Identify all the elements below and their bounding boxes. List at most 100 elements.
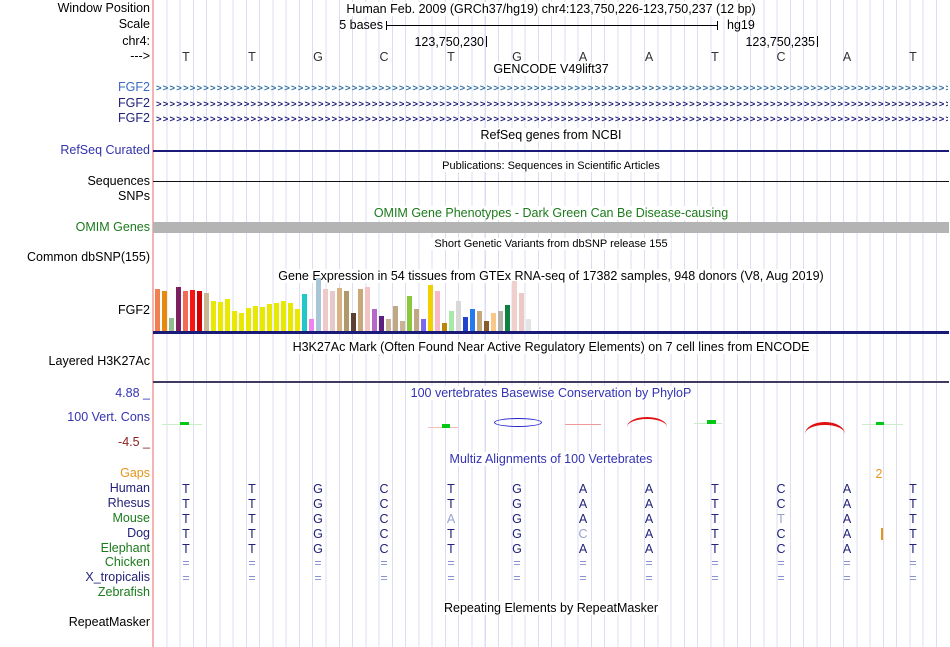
alignment-base-mouse: A	[446, 512, 456, 526]
omim-gene-bar	[153, 222, 949, 233]
gtex-tissue-bar-37	[407, 296, 412, 331]
gencode-transcript-arrows-1[interactable]: >>>>>>>>>>>>>>>>>>>>>>>>>>>>>>>>>>>>>>>>…	[156, 83, 948, 94]
gtex-tissue-bar-33	[379, 316, 384, 331]
label-x-tropicalis[interactable]: X_tropicalis	[85, 570, 150, 584]
alignment-base-chicken: =	[314, 556, 322, 570]
gtex-tissue-bar-28	[344, 291, 349, 331]
base-letter: T	[182, 50, 190, 64]
alignment-base-chicken: =	[513, 556, 521, 570]
label-common-dbsnp[interactable]: Common dbSNP(155)	[27, 250, 150, 264]
alignment-base-mouse: T	[909, 512, 917, 526]
gtex-tissue-bar-30	[358, 289, 363, 331]
alignment-base-chicken: =	[579, 556, 587, 570]
alignment-base-human: A	[578, 482, 588, 496]
gencode-transcript-arrows-2[interactable]: >>>>>>>>>>>>>>>>>>>>>>>>>>>>>>>>>>>>>>>>…	[156, 99, 948, 110]
label-human[interactable]: Human	[109, 481, 150, 495]
gtex-tissue-bar-12	[232, 311, 237, 331]
multiz-title[interactable]: Multiz Alignments of 100 Vertebrates	[153, 452, 949, 467]
phylop-baseline-segment	[565, 424, 601, 425]
alignment-base-dog: C	[379, 527, 389, 541]
omim-title[interactable]: OMIM Gene Phenotypes - Dark Green Can Be…	[153, 206, 949, 221]
gencode-title[interactable]: GENCODE V49lift37	[153, 62, 949, 77]
gtex-tissue-bar-49	[491, 313, 496, 331]
label-fgf2-transcript-2[interactable]: FGF2	[118, 96, 150, 110]
label-elephant[interactable]: Elephant	[100, 541, 150, 555]
alignment-base-mouse: A	[644, 512, 654, 526]
alignment-base-dog: C	[776, 527, 786, 541]
gtex-tissue-bar-40	[428, 285, 433, 331]
scale-ruler-line	[386, 25, 717, 26]
alignment-base-mouse: A	[578, 512, 588, 526]
alignment-base-dog: C	[578, 527, 588, 541]
gtex-title[interactable]: Gene Expression in 54 tissues from GTEx …	[153, 269, 949, 284]
label-refseq-curated[interactable]: RefSeq Curated	[60, 143, 150, 157]
gtex-tissue-bar-44	[456, 301, 461, 331]
label-fgf2-transcript-1[interactable]: FGF2	[118, 80, 150, 94]
alignment-base-rhesus: T	[909, 497, 917, 511]
alignment-gap-size: 2	[875, 467, 883, 481]
alignment-base-x_tropicalis: =	[380, 571, 388, 585]
label-window-position: Window Position	[57, 1, 150, 15]
alignment-base-x_tropicalis: =	[909, 571, 917, 585]
label-layered-h3k27ac[interactable]: Layered H3K27Ac	[48, 354, 150, 368]
gencode-transcript-arrows-3[interactable]: >>>>>>>>>>>>>>>>>>>>>>>>>>>>>>>>>>>>>>>>…	[156, 114, 948, 125]
label-mouse[interactable]: Mouse	[112, 511, 150, 525]
gtex-tissue-bar-36	[400, 321, 405, 331]
alignment-base-elephant: C	[379, 542, 389, 556]
phylop-title[interactable]: 100 vertebrates Basewise Conservation by…	[153, 386, 949, 401]
label-repeatmasker[interactable]: RepeatMasker	[68, 615, 150, 629]
alignment-base-elephant: T	[182, 542, 190, 556]
phylop-negative-arc	[805, 422, 845, 434]
dbsnp-title[interactable]: Short Genetic Variants from dbSNP releas…	[153, 237, 949, 252]
label-gaps[interactable]: Gaps	[120, 466, 150, 480]
alignment-base-human: T	[711, 482, 719, 496]
alignment-base-chicken: =	[909, 556, 917, 570]
label-rhesus[interactable]: Rhesus	[107, 496, 150, 510]
alignment-base-dog: G	[512, 527, 522, 541]
label-snps[interactable]: SNPs	[118, 189, 150, 203]
label-phylop-max: 4.88 _	[115, 386, 150, 400]
alignment-base-chicken: =	[182, 556, 190, 570]
label-chicken[interactable]: Chicken	[104, 555, 150, 569]
refseq-title-text: RefSeq genes from NCBI	[477, 128, 625, 142]
gtex-tissue-bar-39	[421, 319, 426, 331]
repeatmasker-title[interactable]: Repeating Elements by RepeatMasker	[153, 601, 949, 616]
alignment-base-mouse: G	[313, 512, 323, 526]
gtex-tissue-bar-41	[435, 291, 440, 331]
gtex-baseline	[153, 331, 949, 334]
label-zebrafish[interactable]: Zebrafish	[97, 585, 150, 599]
alignment-base-dog: T	[447, 527, 455, 541]
label-dog[interactable]: Dog	[127, 526, 150, 540]
alignment-base-x_tropicalis: =	[579, 571, 587, 585]
alignment-base-chicken: =	[843, 556, 851, 570]
label-omim-genes[interactable]: OMIM Genes	[75, 220, 150, 234]
gtex-tissue-bar-22	[302, 294, 307, 331]
label-phylop-min: -4.5 _	[118, 435, 150, 449]
alignment-base-dog: T	[711, 527, 719, 541]
label-fgf2-transcript-3[interactable]: FGF2	[118, 111, 150, 125]
alignment-base-human: A	[842, 482, 852, 496]
gtex-tissue-bar-38	[414, 309, 419, 331]
gtex-tissue-bar-53	[519, 293, 524, 331]
phylop-negative-lens	[494, 418, 542, 427]
refseq-curated-gene-line	[153, 150, 949, 152]
alignment-base-rhesus: A	[578, 497, 588, 511]
label-sequences[interactable]: Sequences	[87, 174, 150, 188]
gtex-tissue-bar-10	[218, 302, 223, 331]
alignment-base-dog: T	[248, 527, 256, 541]
publications-title[interactable]: Publications: Sequences in Scientific Ar…	[153, 159, 949, 174]
gtex-tissue-bar-54	[526, 319, 531, 331]
alignment-base-chicken: =	[711, 556, 719, 570]
alignment-base-elephant: A	[644, 542, 654, 556]
label-100-vert-cons[interactable]: 100 Vert. Cons	[67, 410, 150, 424]
label-fgf2-gtex[interactable]: FGF2	[118, 303, 150, 317]
base-letter: A	[842, 50, 852, 64]
gtex-tissue-bar-9	[211, 301, 216, 331]
alignment-base-elephant: T	[447, 542, 455, 556]
gtex-tissue-bar-4	[176, 287, 181, 331]
refseq-title[interactable]: RefSeq genes from NCBI	[153, 128, 949, 143]
gtex-tissue-bar-29	[351, 313, 356, 331]
h3k27ac-title[interactable]: H3K27Ac Mark (Often Found Near Active Re…	[153, 340, 949, 355]
gtex-tissue-bar-17	[267, 304, 272, 331]
